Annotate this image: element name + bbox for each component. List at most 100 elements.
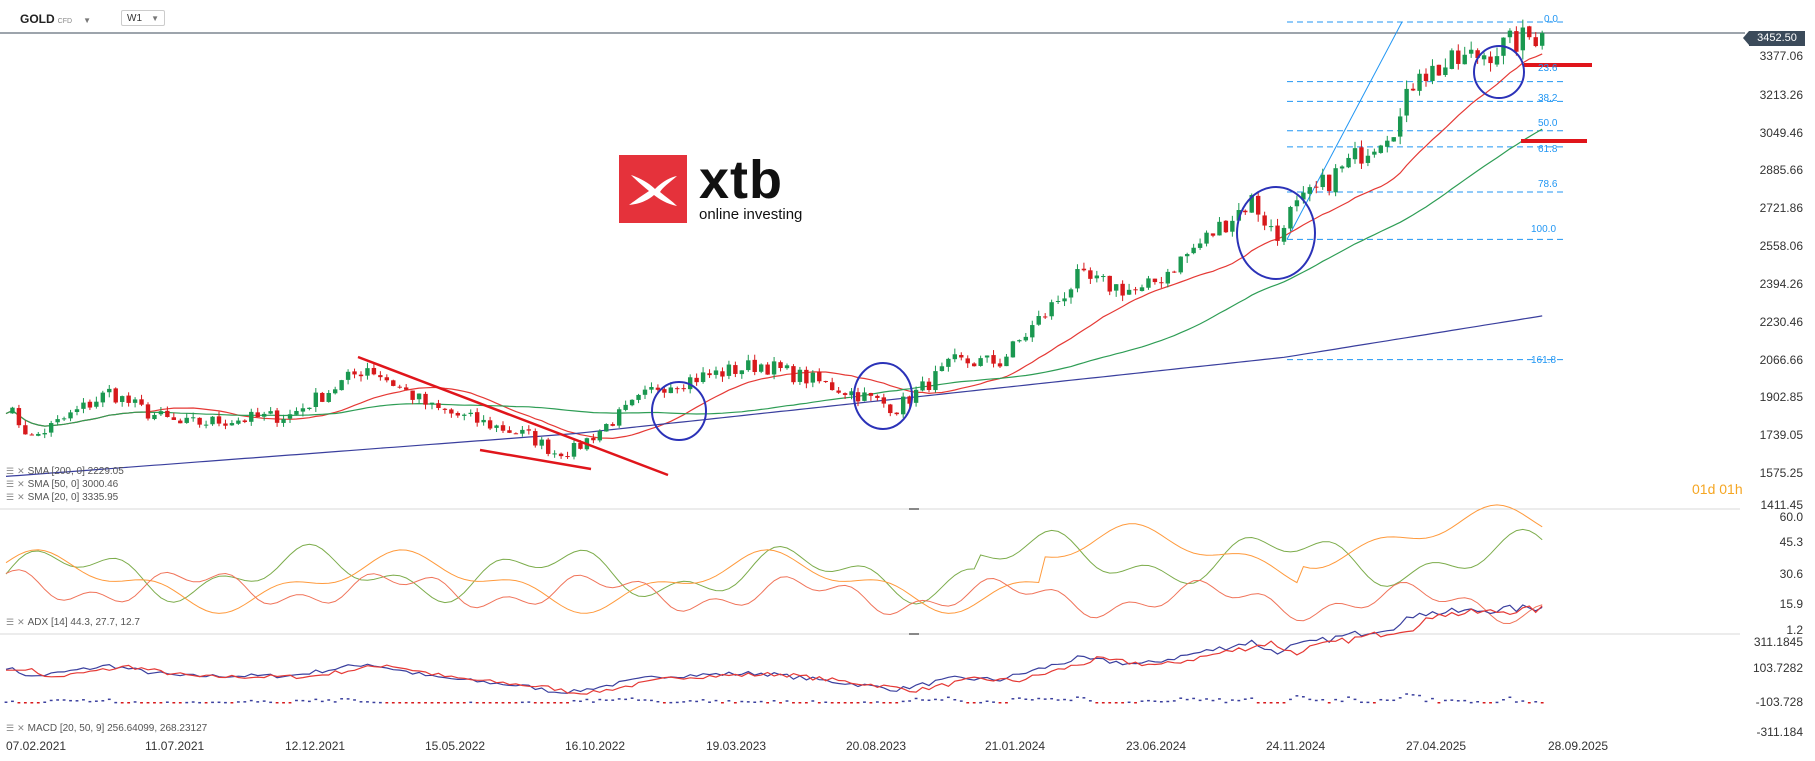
macd-legend[interactable]: ☰ ✕ MACD [20, 50, 9] 256.64099, 268.23127: [6, 723, 207, 734]
candle-up: [1113, 284, 1119, 291]
candle-down: [474, 412, 480, 423]
time-tick: 12.12.2021: [285, 739, 346, 753]
macd-histogram-bar: [869, 702, 873, 704]
candle-up: [416, 393, 422, 400]
adx-legend[interactable]: ☰ ✕ ADX [14] 44.3, 27.7, 12.7: [6, 617, 140, 628]
candle-up: [1468, 49, 1474, 54]
candle-up: [74, 409, 80, 413]
close-icon[interactable]: ✕: [17, 617, 25, 627]
macd-histogram-bar: [1372, 702, 1376, 704]
macd-histogram-bar: [236, 701, 240, 703]
downtrend-line: [357, 355, 669, 477]
candle-countdown: 01d 01h: [1692, 481, 1743, 497]
candle-up: [1217, 221, 1222, 236]
settings-icon[interactable]: ☰: [6, 492, 15, 502]
candle-up: [810, 372, 816, 383]
macd-histogram-bar: [856, 702, 860, 704]
candle-down: [823, 381, 828, 383]
time-tick: 27.04.2025: [1406, 739, 1467, 753]
annotations: [357, 45, 1592, 477]
xtb-logo-mark: [619, 155, 687, 223]
candle-up: [939, 366, 945, 372]
macd-histogram-bar: [262, 700, 266, 702]
candle-down: [565, 456, 570, 458]
candle-down: [320, 392, 325, 402]
fib-label: 100.0: [1531, 224, 1557, 235]
candle-up: [132, 399, 138, 403]
sma200-legend-label: SMA [200, 0] 2229.05: [27, 466, 124, 477]
candle-up: [236, 420, 241, 424]
macd-histogram-bar: [1301, 696, 1305, 698]
candle-down: [778, 362, 783, 369]
macd-histogram-bar: [656, 700, 660, 703]
candle-down: [1255, 195, 1261, 215]
candle-up: [597, 430, 603, 441]
candle-down: [1120, 283, 1125, 296]
candle-down: [1456, 50, 1461, 64]
candle-up: [1126, 289, 1132, 295]
candle-down: [16, 408, 22, 426]
candle-up: [1462, 54, 1467, 65]
candle-up: [1372, 151, 1377, 155]
macd-histogram-bar: [1153, 700, 1157, 702]
macd-histogram-bar: [437, 702, 440, 704]
price-tick: 1902.85: [1759, 390, 1803, 404]
chart-gridlines: [0, 32, 1745, 635]
price-tick: 2066.66: [1759, 353, 1803, 367]
macd-histogram-bar: [637, 699, 640, 701]
candle-up: [307, 407, 312, 410]
di-minus-line: [5, 569, 1543, 625]
fib-label: 50.0: [1538, 118, 1558, 129]
close-icon[interactable]: ✕: [17, 466, 25, 476]
macd-histogram-bar: [217, 701, 221, 704]
candle-up: [984, 355, 990, 358]
sma50-legend[interactable]: ☰ ✕ SMA [50, 0] 3000.46: [6, 479, 118, 490]
settings-icon[interactable]: ☰: [6, 723, 15, 733]
candle-down: [410, 390, 415, 400]
macd-histogram-bar: [1056, 699, 1060, 701]
macd-histogram-bar: [1050, 697, 1054, 700]
macd-histogram-bar: [475, 702, 479, 704]
macd-histogram-bar: [340, 698, 344, 700]
candle-up: [268, 411, 273, 414]
settings-icon[interactable]: ☰: [6, 466, 15, 476]
candle-up: [1094, 275, 1100, 279]
macd-histogram-bar: [1340, 700, 1344, 703]
macd-histogram-bar: [1327, 702, 1331, 704]
close-icon[interactable]: ✕: [17, 479, 25, 489]
macd-histogram-bar: [843, 702, 847, 704]
settings-icon[interactable]: ☰: [6, 479, 15, 489]
fib-label: 0.0: [1544, 14, 1558, 25]
sma20-legend[interactable]: ☰ ✕ SMA [20, 0] 3335.95: [6, 492, 118, 503]
time-tick: 20.08.2023: [846, 739, 907, 753]
macd-line: [5, 604, 1543, 694]
sma200-legend[interactable]: ☰ ✕ SMA [200, 0] 2229.05: [6, 466, 124, 477]
adx-indicator: [5, 504, 1543, 625]
macd-histogram-bar: [1043, 698, 1047, 700]
close-icon[interactable]: ✕: [17, 723, 25, 733]
candle-down: [1081, 268, 1087, 271]
macd-histogram-bar: [346, 698, 350, 700]
macd-histogram-bar: [1172, 700, 1176, 702]
macd-histogram-bar: [1456, 700, 1460, 702]
macd-histogram-bar: [1159, 701, 1163, 703]
candle-up: [229, 423, 235, 426]
macd-histogram-bar: [1024, 698, 1028, 700]
close-icon[interactable]: ✕: [17, 492, 25, 502]
macd-histogram-bar: [1211, 699, 1215, 702]
candle-up: [1178, 256, 1183, 273]
macd-histogram-bar: [224, 701, 227, 704]
symbol-selector[interactable]: GOLD CFD ▼: [20, 12, 91, 26]
candle-down: [610, 424, 615, 426]
macd-tick: 311.1845: [1753, 635, 1803, 649]
timeframe-selector[interactable]: W1 ▼: [121, 10, 165, 26]
macd-histogram-bar: [1256, 702, 1260, 704]
candle-down: [991, 355, 996, 364]
candle-up: [978, 358, 983, 366]
logo-name: xtb: [699, 149, 783, 210]
macd-histogram-bar: [1114, 702, 1118, 704]
settings-icon[interactable]: ☰: [6, 617, 15, 627]
candle-up: [365, 368, 370, 376]
price-tick: 2230.46: [1759, 315, 1803, 329]
